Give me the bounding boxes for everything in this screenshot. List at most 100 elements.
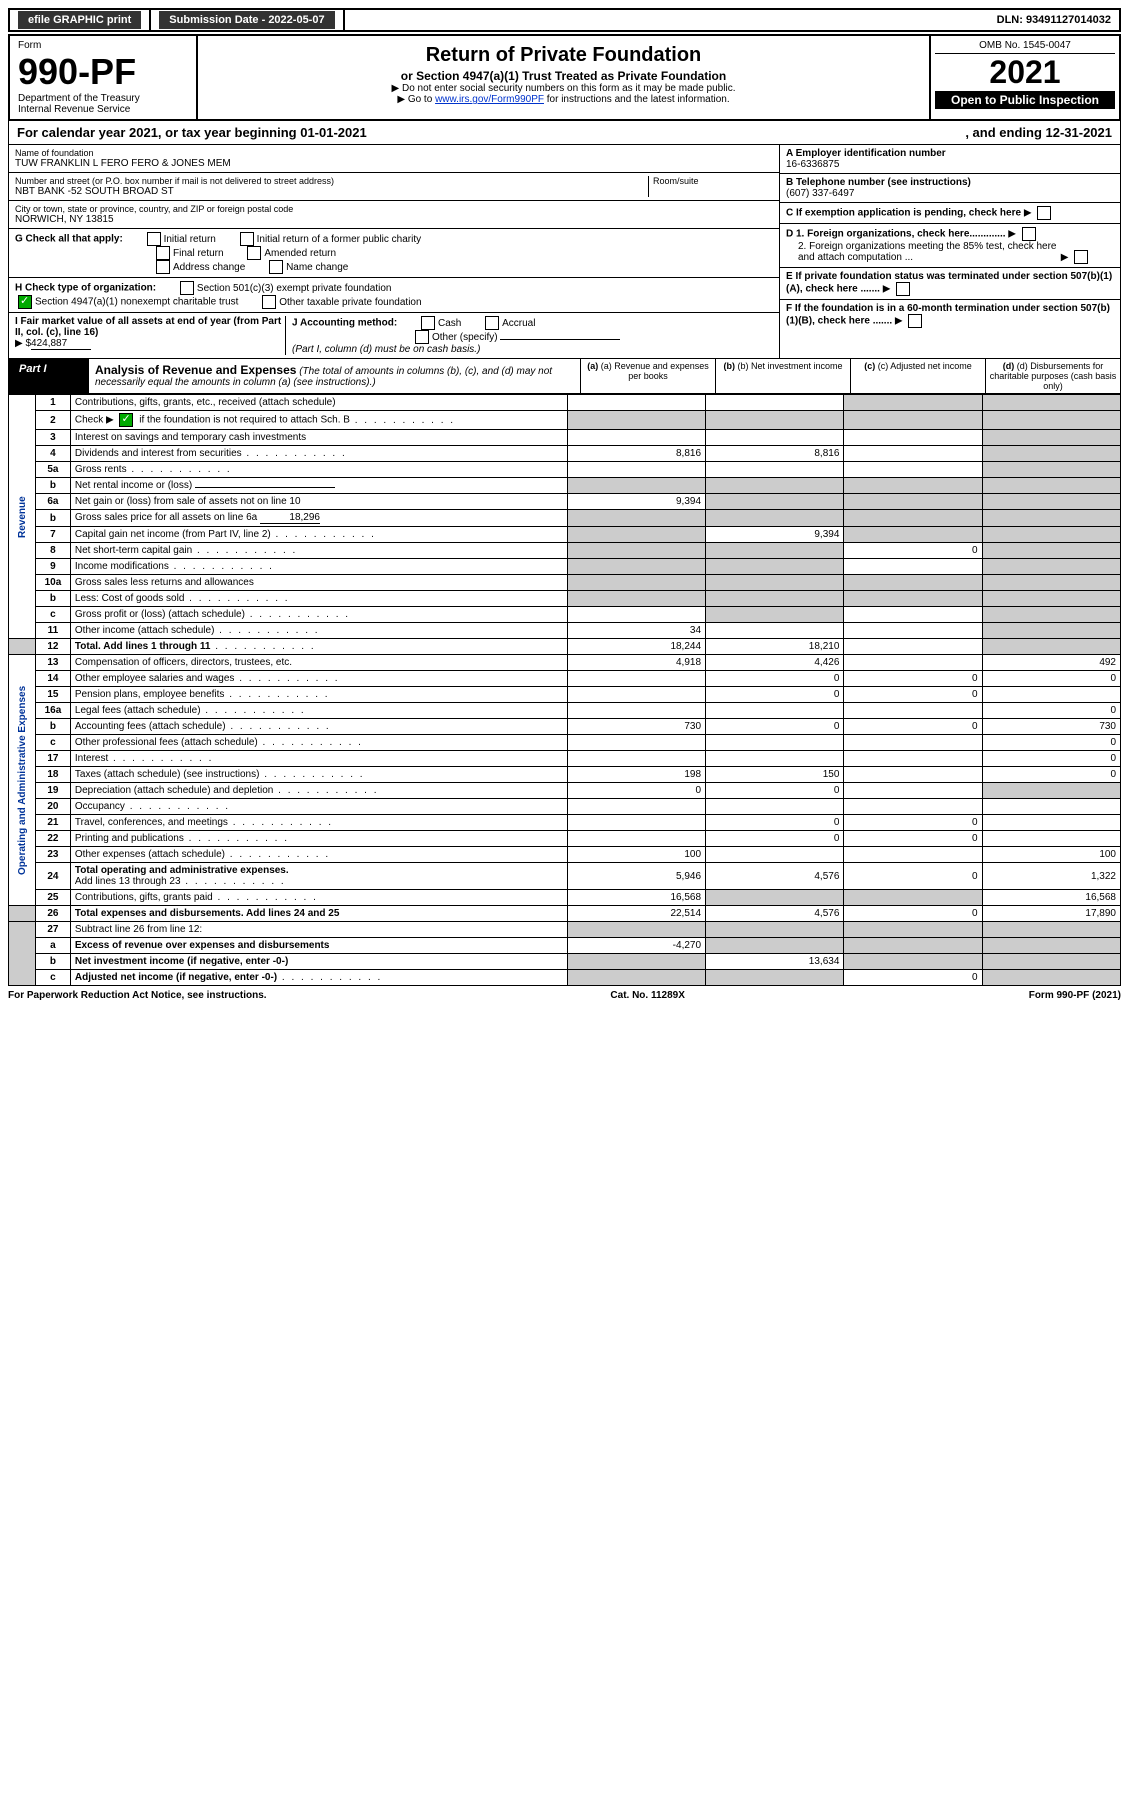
table-row: 10aGross sales less returns and allowanc… <box>9 575 1121 591</box>
table-row: 4Dividends and interest from securities8… <box>9 446 1121 462</box>
b-label: B Telephone number (see instructions) <box>786 177 971 188</box>
table-row: 14Other employee salaries and wages000 <box>9 671 1121 687</box>
table-row: 18Taxes (attach schedule) (see instructi… <box>9 767 1121 783</box>
table-row: 5aGross rents <box>9 462 1121 478</box>
col-c-head: (c) (c) Adjusted net income <box>850 359 985 393</box>
room-label: Room/suite <box>653 176 773 186</box>
chk-accrual[interactable] <box>485 316 499 330</box>
table-row: bNet investment income (if negative, ent… <box>9 954 1121 970</box>
city-value: NORWICH, NY 13815 <box>15 214 773 225</box>
table-row: 6aNet gain or (loss) from sale of assets… <box>9 494 1121 510</box>
instr2: ▶ Go to www.irs.gov/Form990PF for instru… <box>204 94 923 105</box>
instr1: ▶ Do not enter social security numbers o… <box>204 83 923 94</box>
table-row: 25Contributions, gifts, grants paid16,56… <box>9 890 1121 906</box>
d2-label: 2. Foreign organizations meeting the 85%… <box>798 241 1058 263</box>
footer-right: Form 990-PF (2021) <box>1029 990 1121 1001</box>
chk-initial[interactable] <box>147 232 161 246</box>
part1-table: Revenue 1Contributions, gifts, grants, e… <box>8 394 1121 986</box>
tax-year: 2021 <box>935 54 1115 91</box>
table-row: 21Travel, conferences, and meetings00 <box>9 815 1121 831</box>
table-row: 19Depreciation (attach schedule) and dep… <box>9 783 1121 799</box>
top-bar: efile GRAPHIC print Submission Date - 20… <box>8 8 1121 32</box>
part1-header: Part I Analysis of Revenue and Expenses … <box>8 359 1121 394</box>
opex-side: Operating and Administrative Expenses <box>9 655 36 906</box>
table-row: 24Total operating and administrative exp… <box>9 863 1121 890</box>
table-row: Revenue 1Contributions, gifts, grants, e… <box>9 395 1121 411</box>
table-row: 8Net short-term capital gain0 <box>9 543 1121 559</box>
chk-c[interactable] <box>1037 206 1051 220</box>
chk-4947[interactable] <box>18 295 32 309</box>
i-value: 424,887 <box>31 338 91 350</box>
chk-other-acct[interactable] <box>415 330 429 344</box>
form-link[interactable]: www.irs.gov/Form990PF <box>435 94 544 105</box>
chk-schb[interactable] <box>119 413 133 427</box>
table-row: 20Occupancy <box>9 799 1121 815</box>
chk-address[interactable] <box>156 260 170 274</box>
table-row: cGross profit or (loss) (attach schedule… <box>9 607 1121 623</box>
addr-value: NBT BANK -52 SOUTH BROAD ST <box>15 186 648 197</box>
revenue-side: Revenue <box>9 395 36 639</box>
chk-amended[interactable] <box>247 246 261 260</box>
chk-e[interactable] <box>896 282 910 296</box>
footer-left: For Paperwork Reduction Act Notice, see … <box>8 990 267 1001</box>
j-note: (Part I, column (d) must be on cash basi… <box>292 344 480 355</box>
f-label: F If the foundation is in a 60-month ter… <box>786 303 1110 327</box>
e-label: E If private foundation status was termi… <box>786 271 1112 295</box>
g-row: G Check all that apply: Initial return I… <box>9 229 779 278</box>
form-number: 990-PF <box>18 51 188 93</box>
col-b-head: (b) (b) Net investment income <box>715 359 850 393</box>
chk-final[interactable] <box>156 246 170 260</box>
page-footer: For Paperwork Reduction Act Notice, see … <box>8 986 1121 1001</box>
efile-button[interactable]: efile GRAPHIC print <box>10 10 151 30</box>
table-row: bNet rental income or (loss) <box>9 478 1121 494</box>
table-row: 11Other income (attach schedule)34 <box>9 623 1121 639</box>
foundation-name: TUW FRANKLIN L FERO FERO & JONES MEM <box>15 158 773 169</box>
col-d-head: (d) (d) Disbursements for charitable pur… <box>985 359 1120 393</box>
ij-row: I Fair market value of all assets at end… <box>9 313 779 358</box>
table-row: aExcess of revenue over expenses and dis… <box>9 938 1121 954</box>
addr-label: Number and street (or P.O. box number if… <box>15 176 648 186</box>
table-row: 16aLegal fees (attach schedule)0 <box>9 703 1121 719</box>
h-row: H Check type of organization: Section 50… <box>9 278 779 313</box>
table-row: bLess: Cost of goods sold <box>9 591 1121 607</box>
table-row: 3Interest on savings and temporary cash … <box>9 430 1121 446</box>
name-label: Name of foundation <box>15 148 773 158</box>
city-label: City or town, state or province, country… <box>15 204 773 214</box>
info-block: Name of foundation TUW FRANKLIN L FERO F… <box>8 145 1121 359</box>
part1-title: Analysis of Revenue and Expenses <box>95 363 296 377</box>
footer-mid: Cat. No. 11289X <box>610 990 684 1001</box>
chk-f[interactable] <box>908 314 922 328</box>
table-row: cAdjusted net income (if negative, enter… <box>9 970 1121 986</box>
chk-initial-former[interactable] <box>240 232 254 246</box>
chk-501c3[interactable] <box>180 281 194 295</box>
omb-number: OMB No. 1545-0047 <box>935 40 1115 54</box>
table-row: 2Check ▶ if the foundation is not requir… <box>9 411 1121 430</box>
chk-d1[interactable] <box>1022 227 1036 241</box>
form-subtitle: or Section 4947(a)(1) Trust Treated as P… <box>204 69 923 83</box>
c-label: C If exemption application is pending, c… <box>786 208 1021 219</box>
j-label: J Accounting method: <box>292 318 397 329</box>
table-row: 7Capital gain net income (from Part IV, … <box>9 527 1121 543</box>
b-value: (607) 337-6497 <box>786 188 854 199</box>
chk-other-tax[interactable] <box>262 295 276 309</box>
chk-d2[interactable] <box>1074 250 1088 264</box>
table-row: 15Pension plans, employee benefits00 <box>9 687 1121 703</box>
table-row: 12Total. Add lines 1 through 1118,24418,… <box>9 639 1121 655</box>
calendar-year-row: For calendar year 2021, or tax year begi… <box>8 121 1121 145</box>
form-title: Return of Private Foundation <box>204 44 923 67</box>
form-word: Form <box>18 40 188 51</box>
a-label: A Employer identification number <box>786 148 946 159</box>
table-row: cOther professional fees (attach schedul… <box>9 735 1121 751</box>
chk-cash[interactable] <box>421 316 435 330</box>
table-row: Operating and Administrative Expenses 13… <box>9 655 1121 671</box>
dln: DLN: 93491127014032 <box>989 10 1119 30</box>
part1-label: Part I <box>9 359 89 393</box>
table-row: bAccounting fees (attach schedule)730007… <box>9 719 1121 735</box>
irs-label: Internal Revenue Service <box>18 104 188 115</box>
chk-name[interactable] <box>269 260 283 274</box>
table-row: 9Income modifications <box>9 559 1121 575</box>
col-a-head: (a) (a) Revenue and expenses per books <box>580 359 715 393</box>
table-row: 22Printing and publications00 <box>9 831 1121 847</box>
a-value: 16-6336875 <box>786 159 839 170</box>
i-label: I Fair market value of all assets at end… <box>15 316 281 338</box>
